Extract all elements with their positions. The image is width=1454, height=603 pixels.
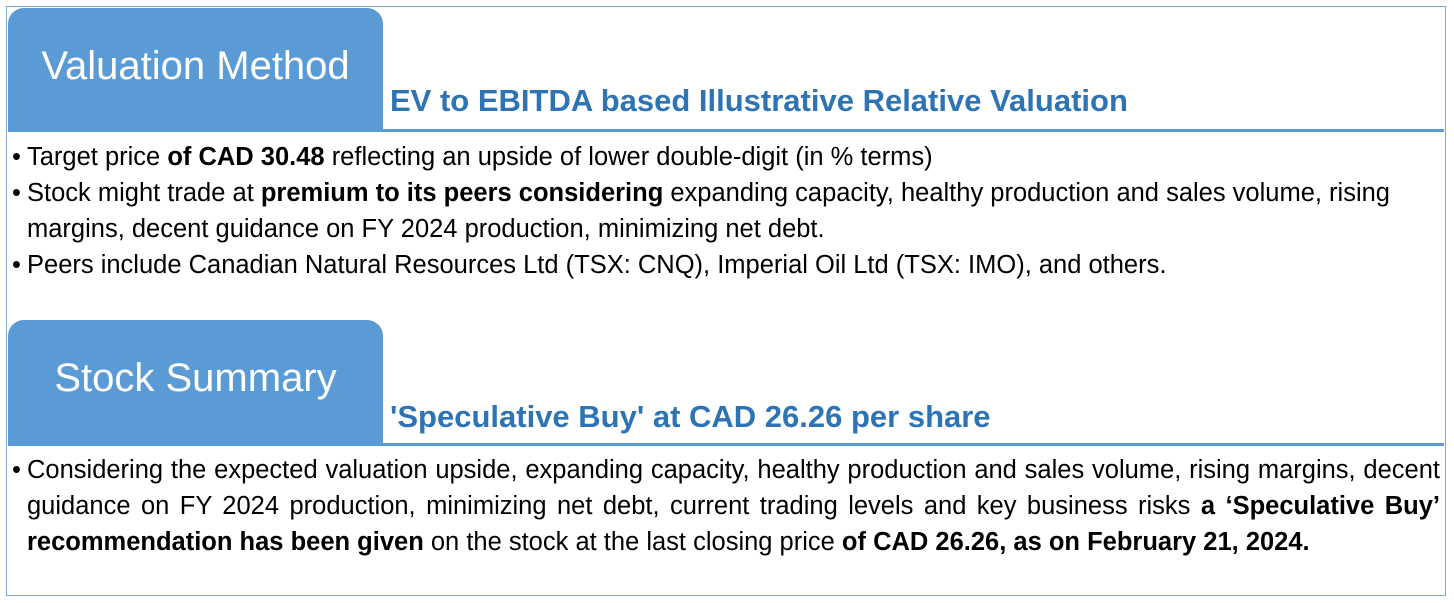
valuation-method-label: Valuation Method (41, 43, 350, 88)
valuation-method-tab: Valuation Method (8, 8, 383, 132)
content-frame (6, 6, 1446, 596)
valuation-bullet: • Peers include Canadian Natural Resourc… (12, 247, 1440, 283)
bullet-text: Peers include Canadian Natural Resources… (27, 251, 1167, 279)
bullet-bold-text: of CAD 26.26, as on February 21, 2024. (841, 528, 1310, 556)
bullet-glyph: • (12, 143, 21, 171)
bullet-bold-text: a ‘Speculative Buy’ recommendation has b… (27, 492, 1440, 556)
summary-divider (8, 443, 1444, 446)
summary-bullet-list: • Considering the expected valuation ups… (12, 452, 1440, 560)
bullet-glyph: • (12, 251, 21, 279)
bullet-text: reflecting an upside of lower double-dig… (324, 143, 933, 171)
valuation-divider (8, 129, 1444, 132)
valuation-subtitle: EV to EBITDA based Illustrative Relative… (390, 83, 1128, 118)
bullet-text: expanding capacity, healthy production a… (27, 179, 1390, 243)
bullet-text: Stock might trade at (27, 179, 261, 207)
stock-summary-tab: Stock Summary (8, 320, 383, 444)
bullet-text: Considering the expected valuation upsid… (27, 456, 1440, 520)
valuation-bullet-list: • Target price of CAD 30.48 reflecting a… (12, 139, 1440, 283)
summary-subtitle: 'Speculative Buy' at CAD 26.26 per share (390, 399, 991, 434)
valuation-bullet: • Target price of CAD 30.48 reflecting a… (12, 139, 1440, 175)
bullet-glyph: • (12, 456, 21, 484)
valuation-bullet: • Stock might trade at premium to its pe… (12, 175, 1440, 247)
summary-bullet: • Considering the expected valuation ups… (12, 452, 1440, 560)
bullet-text: on the stock at the last closing price (423, 528, 842, 556)
bullet-glyph: • (12, 179, 21, 207)
bullet-text: Target price (27, 143, 168, 171)
stock-summary-label: Stock Summary (54, 355, 337, 400)
bullet-bold-text: of CAD 30.48 (167, 143, 325, 171)
bullet-bold-text: premium to its peers considering (260, 179, 664, 207)
